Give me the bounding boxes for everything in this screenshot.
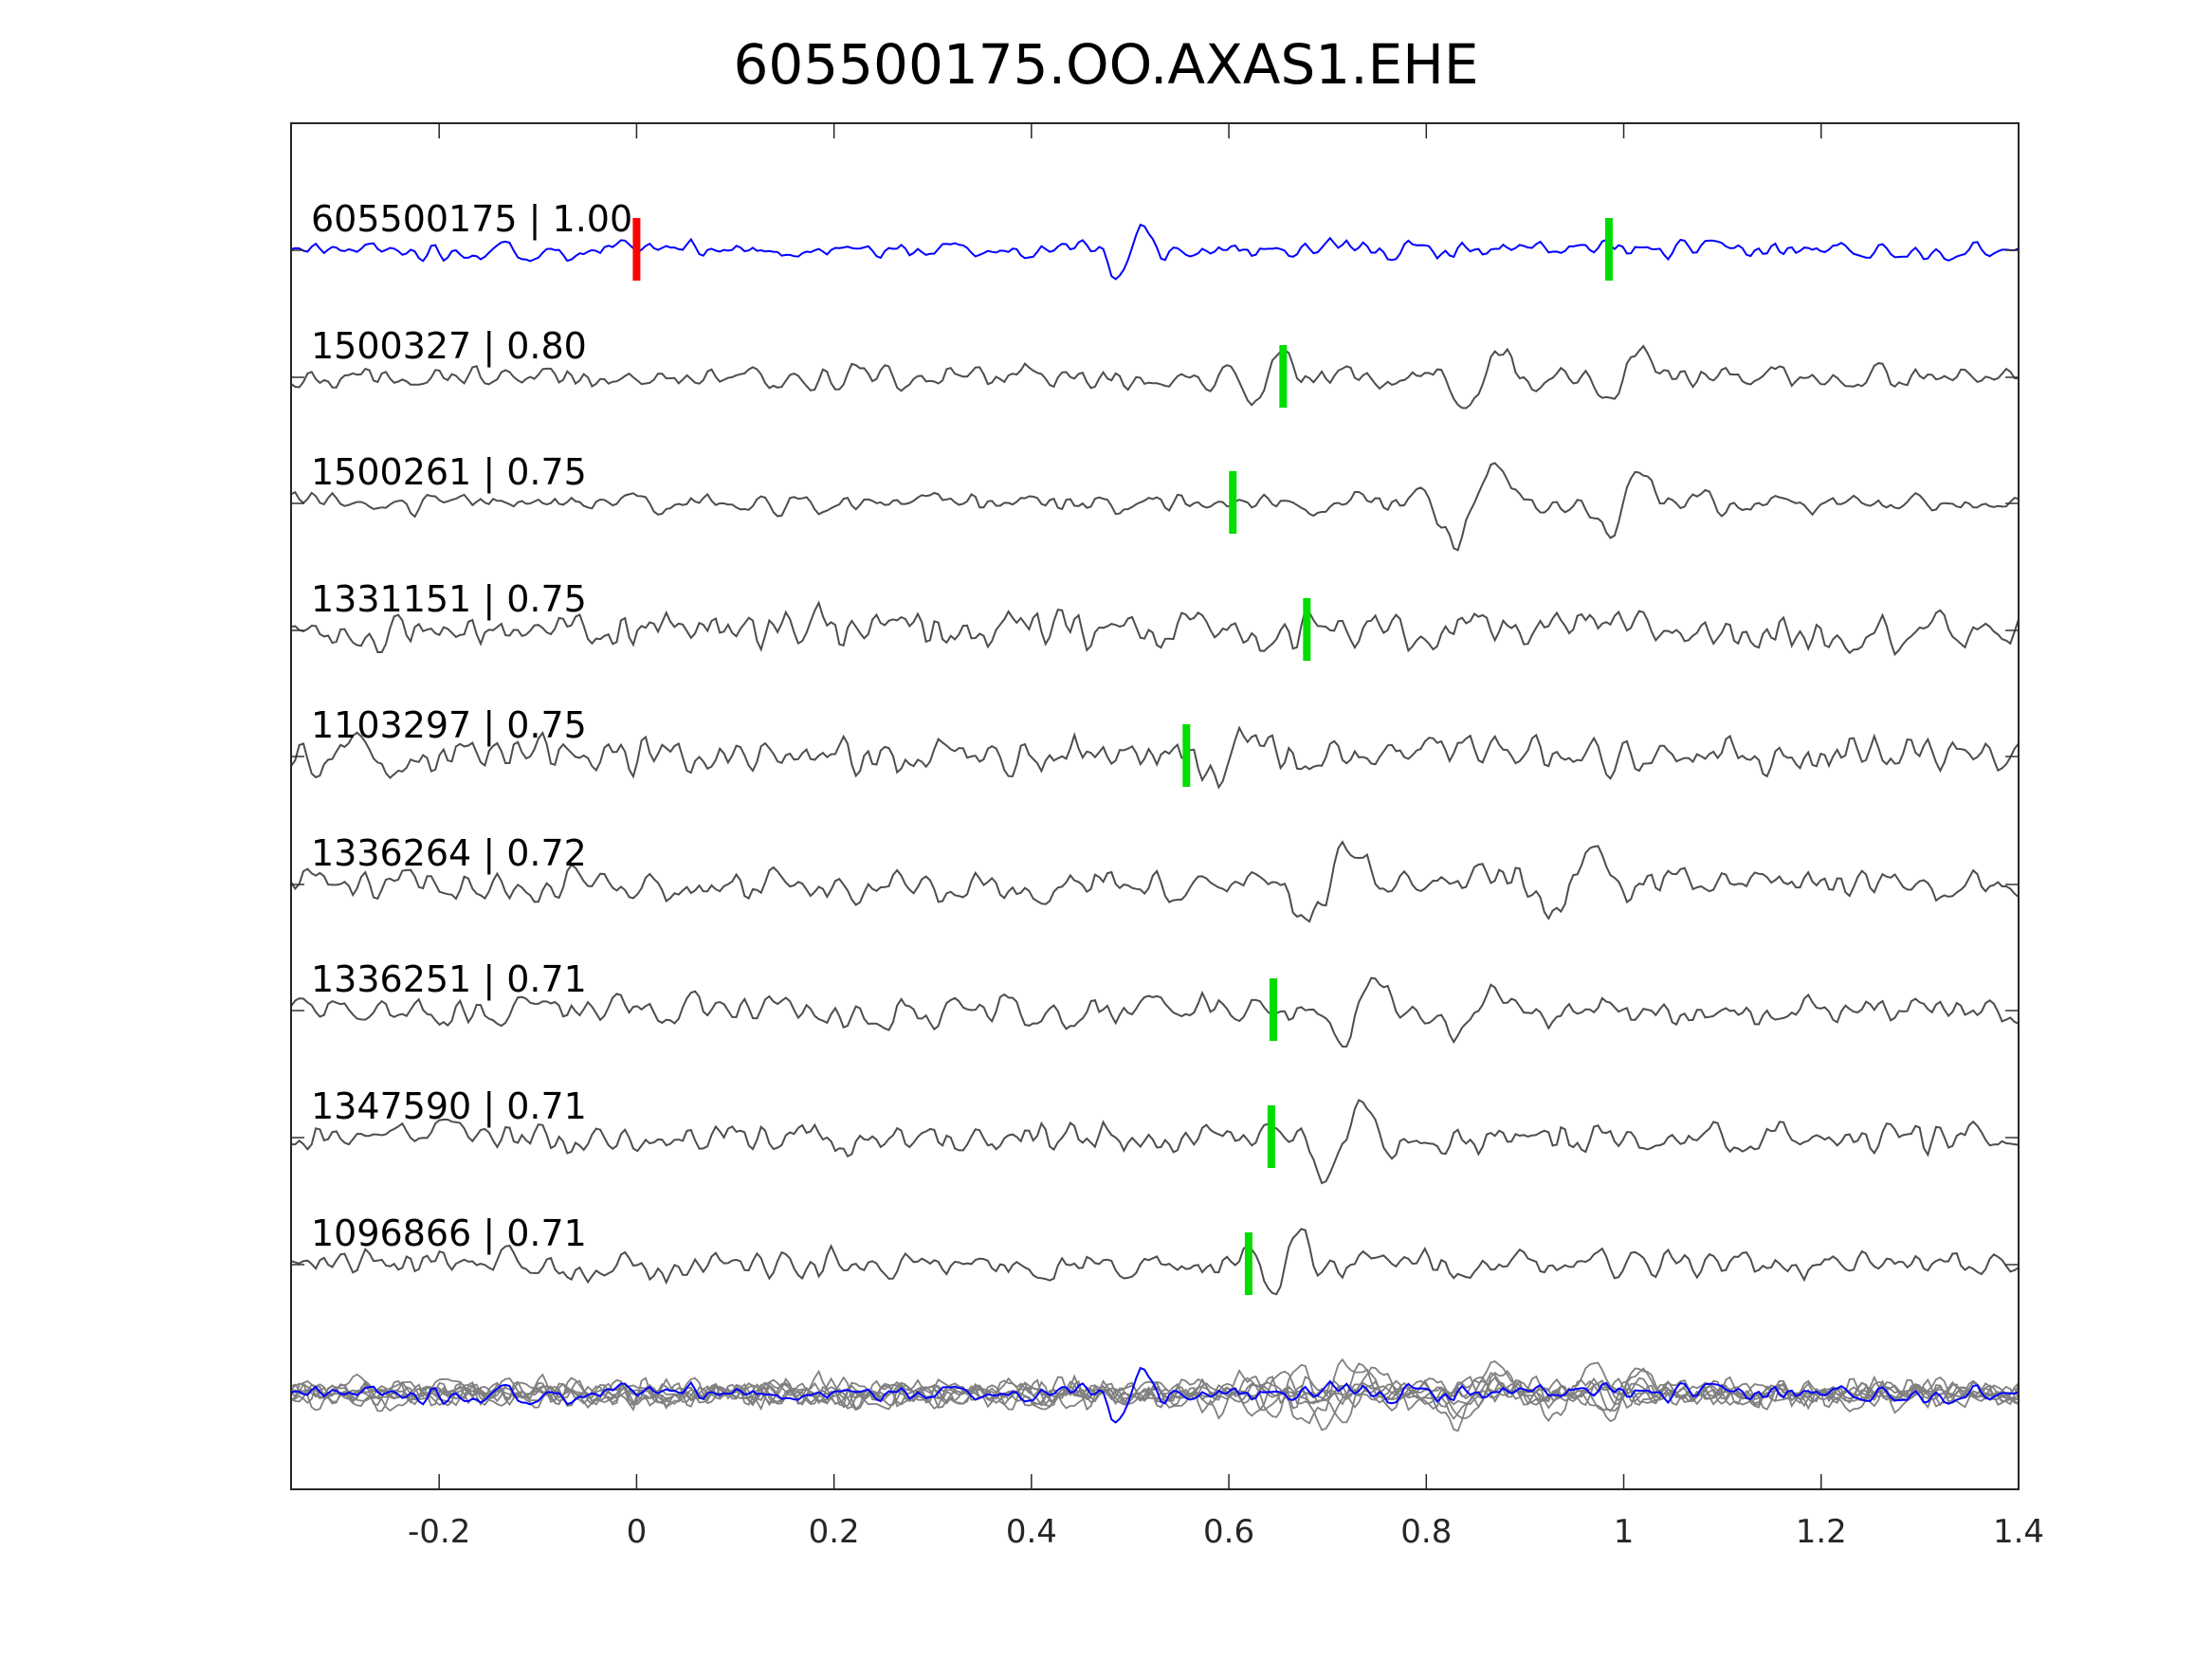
pick-marker bbox=[1604, 218, 1613, 281]
waveform-line bbox=[290, 344, 2020, 410]
trace-label: 1103297 | 0.75 bbox=[311, 704, 587, 747]
trace-1103297: 1103297 | 0.75 bbox=[290, 704, 2020, 790]
stack-line bbox=[290, 1369, 2020, 1420]
trace-label: 1096866 | 0.71 bbox=[311, 1212, 587, 1255]
x-tick-label: 0 bbox=[627, 1513, 648, 1551]
trace-label: 1336251 | 0.71 bbox=[311, 958, 587, 1001]
chart-title: 605500175.OO.AXAS1.EHE bbox=[733, 32, 1479, 97]
trace-label: 1336264 | 0.72 bbox=[311, 832, 587, 875]
x-tick-label: 0.4 bbox=[1006, 1513, 1057, 1551]
pick-marker bbox=[1229, 471, 1237, 534]
trace-label: 1500261 | 0.75 bbox=[311, 451, 587, 494]
trace-label: 1500327 | 0.80 bbox=[311, 325, 587, 368]
x-tick-label: 0.8 bbox=[1400, 1513, 1452, 1551]
trace-label: 605500175 | 1.00 bbox=[311, 198, 632, 241]
axes-frame bbox=[290, 122, 2020, 1490]
waveform-line bbox=[290, 725, 2020, 790]
trace-label: 1331151 | 0.75 bbox=[311, 578, 587, 621]
x-tick-label: 0.6 bbox=[1203, 1513, 1254, 1551]
waveform-line bbox=[290, 976, 2020, 1048]
trace-1096866: 1096866 | 0.71 bbox=[290, 1212, 2020, 1296]
pick-marker bbox=[1244, 1232, 1252, 1295]
waveform-line bbox=[290, 223, 2020, 281]
stacked-traces bbox=[290, 1358, 2020, 1432]
trace-1500261: 1500261 | 0.75 bbox=[290, 451, 2020, 552]
trace-1347590: 1347590 | 0.71 bbox=[291, 1085, 2020, 1185]
pick-marker bbox=[1182, 724, 1191, 787]
trace-605500175: 605500175 | 1.00 bbox=[290, 198, 2020, 281]
waveform-line bbox=[290, 600, 2020, 657]
x-tick-label: 1 bbox=[1614, 1513, 1635, 1551]
trace-1336251: 1336251 | 0.71 bbox=[290, 958, 2020, 1048]
trace-1331151: 1331151 | 0.75 bbox=[290, 578, 2020, 661]
stack-reference-line bbox=[290, 1366, 2020, 1424]
pick-marker bbox=[1279, 345, 1288, 408]
pick-marker bbox=[1269, 978, 1277, 1041]
x-tick-label: -0.2 bbox=[408, 1513, 470, 1551]
waveform-line bbox=[290, 1228, 2020, 1296]
x-tick-label: 0.2 bbox=[809, 1513, 860, 1551]
trace-1500327: 1500327 | 0.80 bbox=[290, 325, 2020, 410]
x-tick-label: 1.2 bbox=[1796, 1513, 1847, 1551]
x-tick-label: 1.4 bbox=[1993, 1513, 2044, 1551]
pick-marker bbox=[1267, 1105, 1275, 1168]
waveform-line bbox=[290, 840, 2020, 923]
origin-marker bbox=[632, 218, 641, 281]
stack-line bbox=[290, 1362, 2020, 1431]
waveform-line bbox=[290, 462, 2020, 552]
trace-label: 1347590 | 0.71 bbox=[311, 1085, 587, 1128]
trace-1336264: 1336264 | 0.72 bbox=[290, 832, 2020, 923]
waveform-line bbox=[291, 1099, 2020, 1185]
pick-marker bbox=[1303, 598, 1311, 661]
